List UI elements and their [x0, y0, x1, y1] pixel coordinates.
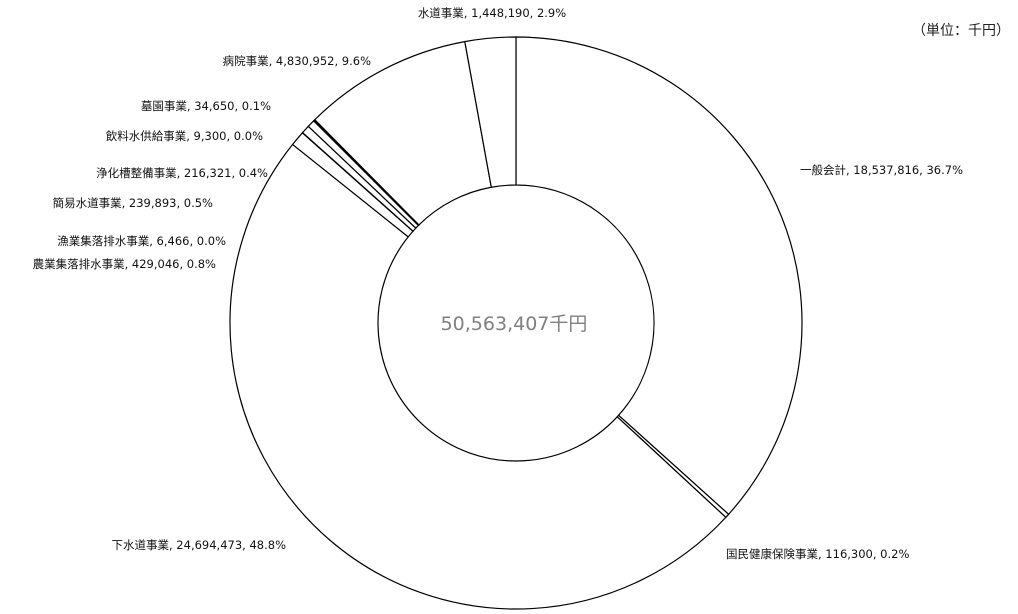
slice-label-7: 浄化槽整備事業, 216,321, 0.4% [96, 166, 268, 180]
slice-label-6: 簡易水道事業, 239,893, 0.5% [53, 196, 213, 210]
slice-3 [229, 143, 727, 610]
slice-label-4: 農業集落排水事業, 429,046, 0.8% [33, 257, 216, 271]
slice-label-1: 一般会計, 18,537,816, 36.7% [800, 163, 963, 177]
slice-label-8: 飲料水供給事業, 9,300, 0.0% [106, 129, 263, 143]
unit-label: （単位：千円） [912, 23, 1010, 39]
slice-label-5: 漁業集落排水事業, 6,466, 0.0% [57, 234, 226, 248]
slice-label-10: 病院事業, 4,830,952, 9.6% [223, 54, 371, 68]
center-total-label: 50,563,407千円 [441, 313, 588, 335]
slice-label-2: 国民健康保険事業, 116,300, 0.2% [726, 547, 909, 561]
slice-1 [515, 36, 803, 516]
slice-label-11: 水道事業, 1,448,190, 2.9% [418, 6, 566, 20]
slice-label-3: 下水道事業, 24,694,473, 48.8% [112, 538, 287, 552]
slice-11 [464, 36, 517, 188]
slice-label-9: 墓園事業, 34,650, 0.1% [141, 99, 271, 113]
